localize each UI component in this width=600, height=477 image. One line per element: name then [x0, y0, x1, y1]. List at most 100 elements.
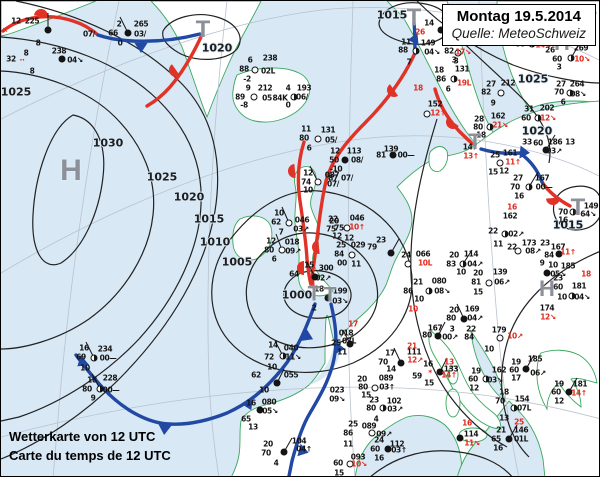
- station-value: 80: [446, 313, 456, 323]
- isobar-1000-low: [283, 270, 352, 319]
- station-value: 28: [474, 114, 484, 124]
- station-circle-half: [486, 376, 489, 382]
- station-circle: [251, 66, 259, 74]
- station-value: 4: [373, 414, 379, 424]
- station-value: 146: [513, 425, 529, 435]
- station-value: 23: [540, 238, 550, 248]
- station-value: 12: [11, 16, 21, 26]
- station-value: 12: [332, 231, 342, 241]
- station-value: 11: [343, 439, 353, 449]
- station-value: 60: [521, 113, 531, 123]
- cold-front-markers: [77, 32, 530, 457]
- station-value: 06↗: [530, 368, 546, 378]
- land-corsica: [447, 365, 459, 385]
- station-value: 2: [116, 19, 122, 29]
- station-value: 27: [556, 79, 566, 89]
- station-value: 149: [583, 201, 599, 211]
- station-value: 04↘: [424, 47, 440, 57]
- station-value: 25: [514, 417, 524, 427]
- station-value: 17: [348, 319, 358, 329]
- station-value: 3: [556, 62, 562, 72]
- station-value: 089: [361, 421, 377, 431]
- isobar-label: 1020: [173, 190, 205, 204]
- station-value: 07L: [341, 336, 357, 346]
- station-value: 8: [29, 66, 35, 76]
- station-value: 10L: [417, 258, 433, 268]
- station-circle: [543, 269, 551, 277]
- station-value: 08↘: [434, 286, 450, 296]
- station-value: 6: [445, 84, 451, 94]
- station-circle: [285, 219, 293, 227]
- station-value: 00: [337, 258, 347, 268]
- station-value: 84: [334, 249, 344, 259]
- station-value: 84: [464, 332, 474, 342]
- station-circle-half: [572, 293, 575, 299]
- station-circle: [389, 151, 397, 159]
- station-value: 040: [283, 343, 299, 353]
- land-great-britain: [294, 166, 334, 297]
- station-value: 21: [496, 425, 506, 435]
- station-value: 114: [463, 429, 479, 439]
- station-value: 10↘: [351, 459, 367, 469]
- station-value: 169: [464, 304, 480, 314]
- station-value: 23: [376, 235, 386, 245]
- station-value: 046: [294, 215, 310, 225]
- station-value: 018: [338, 328, 354, 338]
- station-value: 11: [351, 259, 361, 269]
- station-value: 00—: [99, 353, 117, 363]
- isobar-label: 1010: [199, 235, 231, 249]
- station-value: 03↗: [387, 404, 403, 414]
- station-circle-half: [571, 55, 574, 61]
- station-value: 16: [246, 398, 256, 408]
- station-value: 22: [466, 324, 476, 334]
- station-value: 269: [573, 43, 589, 53]
- land-continent: [231, 100, 599, 476]
- station-value: 055: [283, 370, 299, 380]
- station-value: 152: [427, 99, 443, 109]
- station-value: 05↘: [262, 406, 278, 416]
- station-value: 185: [560, 261, 576, 271]
- station-value: 20: [449, 250, 459, 260]
- station-value: 023: [329, 385, 345, 395]
- isobar-1025-west: [1, 70, 155, 350]
- land-italy: [428, 330, 502, 430]
- station-value: 66: [108, 28, 118, 38]
- map-source: Quelle: MeteoSchweiz: [451, 26, 586, 41]
- station-value: 10↘: [574, 54, 590, 64]
- station-value: 111: [406, 347, 422, 357]
- station-value: 14: [424, 18, 434, 28]
- station-value: 26: [545, 45, 555, 55]
- station-value: 04↘: [574, 292, 590, 302]
- isobar-1010-low: [211, 190, 413, 374]
- station-circle-half: [570, 90, 573, 96]
- station-circle: [346, 460, 354, 468]
- station-value: 06↗: [494, 277, 510, 287]
- station-value: 7: [406, 57, 412, 67]
- station-value: 12: [266, 236, 276, 246]
- station-value: 09↗: [285, 246, 301, 256]
- station-value: 212: [257, 83, 273, 93]
- station-value: 04↗: [467, 259, 483, 269]
- station-value: 12: [303, 168, 313, 178]
- isobar-mediterranean: [370, 450, 512, 476]
- station-value: 10↑: [349, 222, 365, 232]
- station-circle-half: [490, 124, 493, 130]
- station-value: 04↗: [467, 313, 483, 323]
- station-value: 22: [507, 242, 517, 252]
- station-value: 147: [462, 142, 478, 152]
- station-circle: [348, 251, 356, 259]
- station-value: 6: [306, 143, 312, 153]
- station-circle: [58, 55, 66, 63]
- station-value: 202: [539, 103, 555, 113]
- station-value: 12↑: [430, 108, 446, 118]
- station-circle: [368, 429, 376, 437]
- station-value: 18: [434, 65, 444, 75]
- station-circle-half: [294, 94, 297, 100]
- station-value: 139: [383, 144, 399, 154]
- station-value: 81: [376, 150, 386, 160]
- isobar-label: 1025: [0, 85, 32, 99]
- station-value: 199: [332, 286, 348, 296]
- station-value: 07/: [83, 29, 95, 39]
- station-value: 87: [328, 173, 338, 183]
